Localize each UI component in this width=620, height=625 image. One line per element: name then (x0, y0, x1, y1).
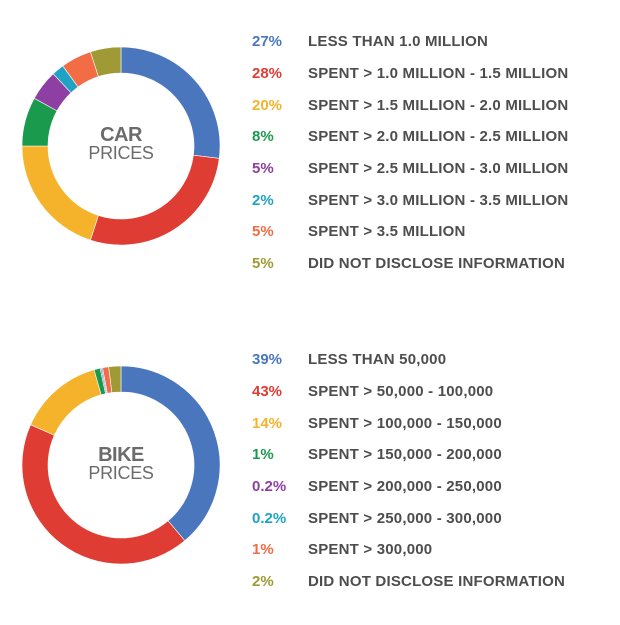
car-legend-item-7: 5% DID NOT DISCLOSE INFORMATION (252, 248, 612, 280)
bike-legend-label-3: SPENT > 150,000 - 200,000 (308, 446, 502, 464)
car-chart-title: CAR (100, 124, 142, 146)
car-legend-item-0: 27% LESS THAN 1.0 MILLION (252, 26, 612, 58)
car-legend-item-4: 5% SPENT > 2.5 MILLION - 3.0 MILLION (252, 153, 612, 185)
car-legend-item-2: 20% SPENT > 1.5 MILLION - 2.0 MILLION (252, 89, 612, 121)
bike-legend-label-6: SPENT > 300,000 (308, 541, 433, 559)
car-slice-7 (90, 46, 122, 77)
car-prices-chart: CAR PRICES 27% LESS THAN 1.0 MILLION 28% SP… (0, 0, 620, 300)
bike-legend-label-7: DID NOT DISCLOSE INFORMATION (308, 573, 565, 591)
car-legend-percent-0: 27% (252, 33, 283, 51)
bike-legend-percent-3: 1% (252, 446, 274, 464)
car-slice-1 (90, 154, 220, 246)
car-legend-item-6: 5% SPENT > 3.5 MILLION (252, 216, 612, 248)
bike-legend-label-4: SPENT > 200,000 - 250,000 (308, 478, 502, 496)
bike-legend-item-7: 2% DID NOT DISCLOSE INFORMATION (252, 566, 612, 598)
bike-legend-item-3: 1% SPENT > 150,000 - 200,000 (252, 439, 612, 471)
car-legend-label-5: SPENT > 3.0 MILLION - 3.5 MILLION (308, 191, 569, 209)
car-legend-percent-1: 28% (252, 65, 283, 83)
bike-legend-item-5: 0.2% SPENT > 250,000 - 300,000 (252, 502, 612, 534)
car-legend-item-5: 2% SPENT > 3.0 MILLION - 3.5 MILLION (252, 184, 612, 216)
bike-legend-item-1: 43% SPENT > 50,000 - 100,000 (252, 376, 612, 408)
bike-legend-percent-1: 43% (252, 383, 283, 401)
bike-slice-2 (30, 369, 102, 436)
car-chart-subtitle: PRICES (88, 143, 154, 163)
bike-legend-percent-7: 2% (252, 573, 274, 591)
bike-slice-7 (108, 365, 122, 393)
bike-legend-label-5: SPENT > 250,000 - 300,000 (308, 509, 502, 527)
bike-legend-percent-6: 1% (252, 541, 274, 559)
car-center-label: CAR PRICES (18, 124, 224, 163)
bike-center-label: BIKE PRICES (18, 444, 224, 483)
car-legend-label-2: SPENT > 1.5 MILLION - 2.0 MILLION (308, 96, 569, 114)
car-legend-percent-2: 20% (252, 96, 283, 114)
car-legend-percent-6: 5% (252, 223, 274, 241)
bike-legend-item-4: 0.2% SPENT > 200,000 - 250,000 (252, 471, 612, 503)
bike-prices-chart: BIKE PRICES 39% LESS THAN 50,000 43% SPENT … (0, 320, 620, 625)
bike-donut (21, 365, 221, 565)
car-legend-label-6: SPENT > 3.5 MILLION (308, 223, 466, 241)
car-legend-percent-7: 5% (252, 255, 274, 273)
bike-legend-percent-0: 39% (252, 351, 283, 369)
car-legend-percent-4: 5% (252, 160, 274, 178)
bike-slice-1 (21, 424, 186, 565)
bike-legend-item-0: 39% LESS THAN 50,000 (252, 344, 612, 376)
car-legend-label-3: SPENT > 2.0 MILLION - 2.5 MILLION (308, 128, 569, 146)
bike-legend-percent-5: 0.2% (252, 509, 287, 527)
car-legend-item-1: 28% SPENT > 1.0 MILLION - 1.5 MILLION (252, 58, 612, 90)
car-donut (21, 46, 221, 246)
bike-legend: 39% LESS THAN 50,000 43% SPENT > 50,000 - 1… (252, 344, 612, 598)
bike-chart-subtitle: PRICES (88, 463, 154, 483)
car-legend-label-7: DID NOT DISCLOSE INFORMATION (308, 255, 565, 273)
car-legend: 27% LESS THAN 1.0 MILLION 28% SPENT > 1.0 M… (252, 26, 612, 280)
bike-legend-label-1: SPENT > 50,000 - 100,000 (308, 383, 494, 401)
bike-legend-item-2: 14% SPENT > 100,000 - 150,000 (252, 407, 612, 439)
bike-chart-title: BIKE (98, 444, 144, 466)
car-legend-item-3: 8% SPENT > 2.0 MILLION - 2.5 MILLION (252, 121, 612, 153)
bike-legend-percent-2: 14% (252, 414, 283, 432)
car-legend-label-1: SPENT > 1.0 MILLION - 1.5 MILLION (308, 65, 569, 83)
bike-legend-percent-4: 0.2% (252, 478, 287, 496)
car-legend-label-0: LESS THAN 1.0 MILLION (308, 33, 489, 51)
bike-legend-label-0: LESS THAN 50,000 (308, 351, 447, 369)
car-legend-percent-5: 2% (252, 191, 274, 209)
car-legend-label-4: SPENT > 2.5 MILLION - 3.0 MILLION (308, 160, 569, 178)
bike-legend-label-2: SPENT > 100,000 - 150,000 (308, 414, 502, 432)
bike-legend-item-6: 1% SPENT > 300,000 (252, 534, 612, 566)
car-legend-percent-3: 8% (252, 128, 274, 146)
